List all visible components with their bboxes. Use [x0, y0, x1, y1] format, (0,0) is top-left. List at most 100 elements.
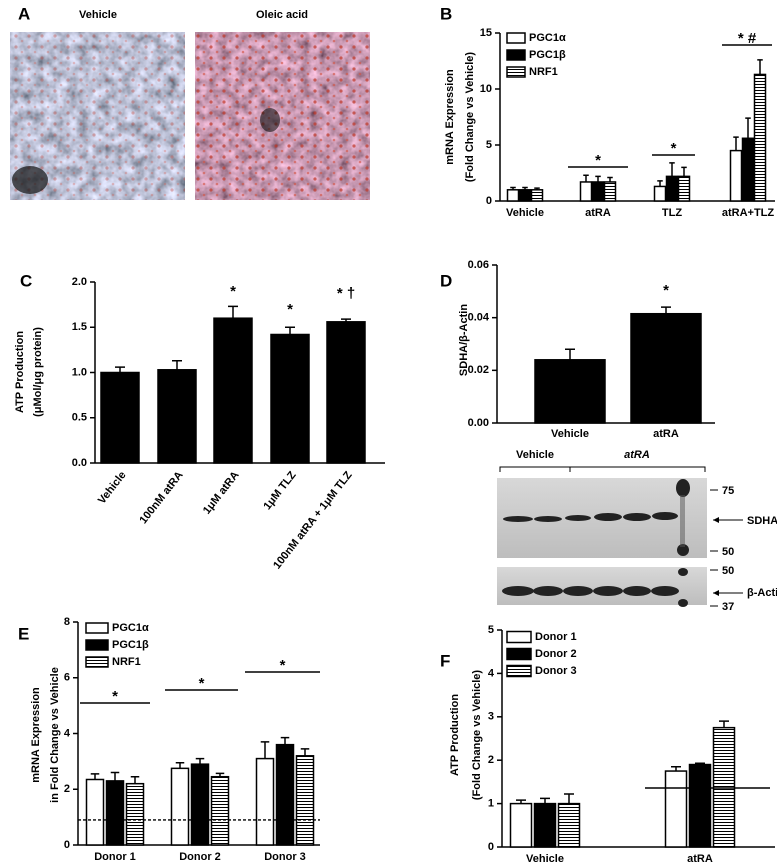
x-tick-label: Donor 1 — [94, 851, 136, 863]
bar — [170, 767, 190, 846]
bar — [85, 778, 105, 846]
bar — [653, 185, 667, 202]
error-bar — [195, 757, 205, 765]
y-axis-label: (Fold Change vs Vehicle) — [471, 670, 483, 801]
bar — [530, 189, 544, 202]
y-tick-label: 0.00 — [468, 417, 489, 429]
y-tick-label: 2 — [64, 783, 70, 795]
bar — [255, 757, 275, 846]
legend-swatch — [506, 49, 526, 61]
bar — [741, 137, 755, 202]
bar — [753, 73, 767, 202]
bar — [270, 333, 310, 464]
blot-group: Vehicle — [516, 449, 554, 461]
annotation: * — [671, 140, 677, 157]
bar — [509, 802, 533, 848]
y-tick-label: 6 — [64, 672, 70, 684]
error-bar — [280, 736, 290, 745]
y-tick-label: 1.5 — [72, 321, 87, 333]
error-bar — [565, 348, 575, 360]
error-bar — [757, 59, 763, 75]
x-tick-label: 100nM atRA — [137, 469, 185, 526]
annotation: * — [595, 152, 601, 169]
panel-label: E — [18, 624, 29, 643]
bar — [534, 359, 606, 424]
panel-label: C — [20, 271, 32, 290]
blot-marker: 75 — [722, 485, 734, 497]
error-bar — [228, 305, 238, 319]
bar — [275, 743, 295, 846]
legend-label: Donor 2 — [535, 648, 577, 660]
x-tick-label: atRA+TLZ — [722, 207, 775, 219]
error-bar — [661, 306, 671, 314]
error-bar — [681, 166, 687, 177]
micrograph — [10, 32, 185, 200]
y-tick-label: 8 — [64, 616, 70, 628]
x-tick-label: Vehicle — [551, 428, 589, 440]
error-bar — [733, 136, 739, 151]
y-axis-label: ATP Production — [14, 331, 26, 413]
y-tick-label: 0.0 — [72, 457, 87, 469]
bar — [664, 770, 688, 848]
error-bar — [300, 748, 310, 756]
annotation: * # — [738, 30, 757, 47]
legend-swatch — [85, 656, 109, 668]
bar — [630, 312, 702, 424]
bar — [603, 181, 617, 202]
x-tick-label: Donor 2 — [179, 851, 221, 863]
y-tick-label: 0 — [64, 839, 70, 851]
bar — [213, 317, 253, 464]
legend-swatch — [506, 66, 526, 78]
panel-label: F — [440, 651, 450, 670]
y-tick-label: 3 — [488, 711, 494, 723]
bar — [579, 181, 593, 202]
bar — [105, 780, 125, 846]
y-tick-label: 4 — [64, 727, 71, 739]
y-axis-label: mRNA Expression — [444, 69, 456, 165]
y-tick-label: 1 — [488, 798, 494, 810]
y-axis-label: (μMol/μg protein) — [32, 327, 44, 417]
x-tick-label: TLZ — [662, 207, 682, 219]
blot-marker: 37 — [722, 601, 734, 613]
error-bar — [90, 773, 100, 780]
y-tick-label: 4 — [488, 667, 495, 679]
panel-label: B — [440, 4, 452, 23]
annotation: * — [280, 657, 286, 674]
bar — [688, 763, 712, 848]
y-tick-label: 0.04 — [468, 312, 490, 324]
legend-label: PGC1α — [112, 622, 149, 634]
bar — [665, 175, 679, 202]
annotation: * — [199, 675, 205, 692]
bar — [100, 371, 140, 464]
legend-swatch — [85, 639, 109, 651]
error-bar — [595, 175, 601, 182]
x-tick-label: Vehicle — [506, 207, 544, 219]
y-tick-label: 0.5 — [72, 412, 87, 424]
legend-label: Donor 3 — [535, 665, 577, 677]
x-tick-label: Vehicle — [96, 469, 129, 506]
x-tick-label: atRA — [687, 853, 713, 865]
legend-label: PGC1β — [529, 49, 566, 61]
error-bar — [564, 793, 574, 804]
x-tick-label: 1μM atRA — [201, 469, 242, 516]
y-tick-label: 5 — [488, 624, 494, 636]
bar — [518, 189, 532, 202]
annotation: * — [705, 773, 711, 790]
error-bar — [110, 771, 120, 781]
error-bar — [583, 174, 589, 182]
bar — [591, 181, 605, 202]
image-title: Vehicle — [79, 9, 117, 21]
image-title: Oleic acid — [256, 9, 308, 21]
error-bar — [719, 720, 729, 728]
bar — [326, 321, 366, 464]
panel-label: D — [440, 271, 452, 290]
legend-label: Donor 1 — [535, 631, 577, 643]
blot-group: atRA — [624, 449, 650, 461]
x-tick-label: Vehicle — [526, 853, 564, 865]
bar — [557, 802, 581, 848]
y-tick-label: 10 — [480, 83, 492, 95]
legend-swatch — [506, 647, 532, 661]
error-bar — [175, 762, 185, 769]
y-tick-label: 1.0 — [72, 366, 87, 378]
